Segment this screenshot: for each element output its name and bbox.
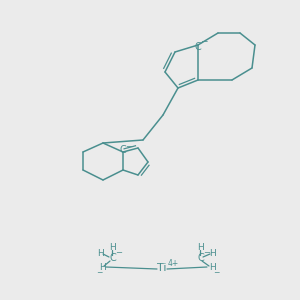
Text: −: − bbox=[213, 268, 219, 278]
Text: C: C bbox=[110, 253, 116, 263]
Text: C: C bbox=[120, 145, 126, 155]
Text: H: H bbox=[208, 263, 215, 272]
Text: H: H bbox=[210, 248, 216, 257]
Text: −: − bbox=[203, 248, 211, 257]
Text: −: − bbox=[200, 37, 208, 46]
Text: −: − bbox=[96, 268, 102, 278]
Text: H: H bbox=[97, 248, 104, 257]
Text: C: C bbox=[198, 253, 204, 263]
Text: −: − bbox=[116, 248, 122, 257]
Text: H: H bbox=[100, 263, 106, 272]
Text: H: H bbox=[196, 242, 203, 251]
Text: H: H bbox=[109, 242, 116, 251]
Text: Ti: Ti bbox=[157, 263, 167, 273]
Text: 4+: 4+ bbox=[167, 259, 178, 268]
Text: C: C bbox=[195, 42, 201, 52]
Text: −: − bbox=[125, 142, 133, 151]
